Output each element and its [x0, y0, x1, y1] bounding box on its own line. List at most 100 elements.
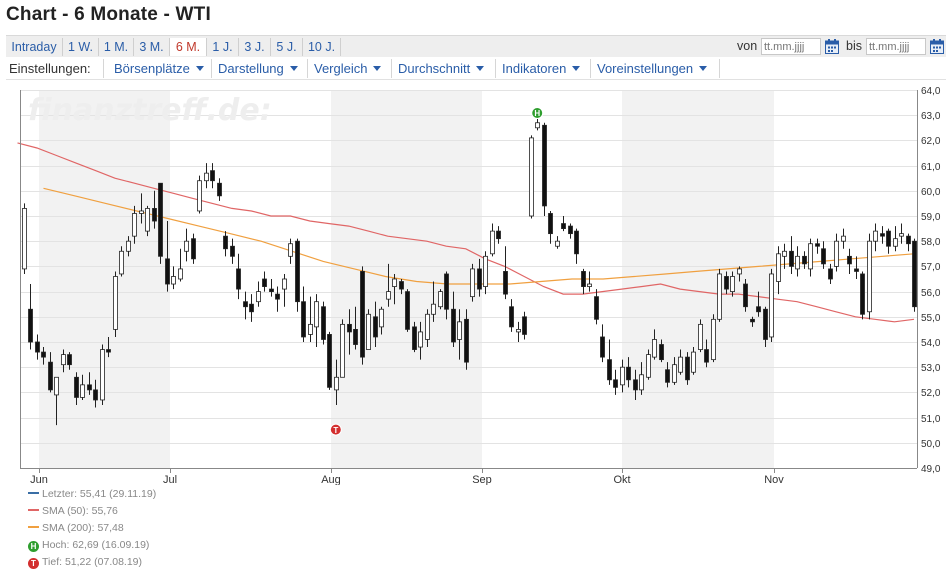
candle: [516, 321, 521, 342]
menu-label: Indikatoren: [502, 61, 567, 76]
menu-boersenplaetze[interactable]: Börsenplätze: [114, 61, 204, 76]
candle-body-down: [600, 336, 605, 358]
range-tab-6m[interactable]: 6 M.: [170, 38, 207, 56]
candle: [691, 347, 696, 375]
candle: [594, 289, 599, 325]
candle-body-down: [574, 230, 579, 255]
candle: [74, 372, 79, 405]
candle-body-up: [691, 351, 696, 373]
range-tab-10j[interactable]: 10 J.: [303, 38, 341, 56]
candle: [28, 284, 33, 350]
candle-body-up: [652, 339, 657, 358]
candle-body-down: [269, 288, 274, 293]
candle-body-down: [321, 306, 326, 340]
candle: [802, 251, 807, 269]
candle: [633, 369, 638, 400]
candle-body-up: [490, 230, 495, 255]
candle-body-up: [431, 303, 436, 315]
menu-darstellung[interactable]: Darstellung: [218, 61, 298, 76]
candle-body-up: [366, 313, 371, 350]
candle-body-down: [568, 225, 573, 235]
y-tick-label: 54,0: [921, 338, 941, 349]
candle-body-down: [789, 250, 794, 267]
range-tab-1w[interactable]: 1 W.: [63, 38, 99, 56]
range-tab-3m[interactable]: 3 M.: [134, 38, 170, 56]
candle: [249, 294, 254, 322]
candle: [145, 205, 150, 237]
candle: [704, 339, 709, 368]
candle: [347, 309, 352, 355]
candle: [373, 301, 378, 348]
legend-item[interactable]: H Hoch: 62,69 (16.09.19): [28, 538, 149, 552]
candle-body-up: [834, 240, 839, 267]
candle-body-down: [223, 235, 228, 250]
candle-body-down: [67, 354, 72, 366]
x-tick-label: Okt: [613, 474, 630, 485]
candle-body-up: [418, 331, 423, 348]
legend-item[interactable]: Letzter: 55,41 (29.11.19): [28, 487, 156, 501]
candle: [275, 286, 280, 312]
candle-body-down: [347, 323, 352, 333]
menu-durchschnitt[interactable]: Durchschnitt: [398, 61, 485, 76]
candle: [678, 349, 683, 375]
candle: [119, 246, 124, 277]
candle: [841, 228, 846, 249]
candle-body-down: [496, 230, 501, 240]
candle: [243, 291, 248, 320]
candle: [392, 273, 397, 305]
candle-body-up: [529, 137, 534, 217]
calendar-icon[interactable]: [825, 39, 839, 54]
candle-body-down: [464, 318, 469, 363]
candle-body-down: [210, 170, 215, 182]
candle-body-up: [841, 235, 846, 242]
candle-body-up: [555, 240, 560, 247]
candle: [581, 268, 586, 295]
candle-body-up: [61, 354, 66, 366]
menu-voreinstellungen[interactable]: Voreinstellungen: [597, 61, 708, 76]
from-label: von: [737, 39, 758, 53]
candle-body-up: [737, 268, 742, 275]
menu-vergleich[interactable]: Vergleich: [314, 61, 382, 76]
menu-label: Vergleich: [314, 61, 368, 76]
candle-body-down: [236, 268, 241, 290]
y-tick-label: 60,0: [921, 187, 941, 198]
candle-body-up: [808, 243, 813, 270]
range-tab-5j[interactable]: 5 J.: [271, 38, 303, 56]
y-tick-label: 49,0: [921, 464, 941, 475]
candle-body-down: [509, 306, 514, 328]
chevron-down-icon: [699, 66, 708, 71]
candle-body-up: [178, 268, 183, 280]
range-tab-1m[interactable]: 1 M.: [99, 38, 134, 56]
candle: [743, 279, 748, 312]
range-tab-1j[interactable]: 1 J.: [207, 38, 239, 56]
y-tick-label: 59,0: [921, 212, 941, 223]
candle-body-down: [756, 306, 761, 313]
candle: [399, 279, 404, 295]
legend-item[interactable]: SMA (200): 57,48: [28, 521, 124, 535]
range-tab-intraday[interactable]: Intraday: [6, 38, 63, 56]
candle: [314, 294, 319, 348]
chevron-down-icon: [289, 66, 298, 71]
candle: [470, 263, 475, 302]
y-tick-label: 56,0: [921, 288, 941, 299]
from-date-input[interactable]: [761, 38, 821, 55]
candle: [418, 321, 423, 360]
legend-item[interactable]: SMA (50): 55,76: [28, 504, 118, 518]
menu-indikatoren[interactable]: Indikatoren: [502, 61, 581, 76]
candle: [847, 248, 852, 274]
high-marker: H: [531, 107, 544, 120]
month-band: [39, 90, 170, 468]
candle: [171, 266, 176, 290]
candle-body-up: [119, 250, 124, 275]
range-tab-3j[interactable]: 3 J.: [239, 38, 271, 56]
month-band: [331, 90, 482, 468]
candle: [659, 339, 664, 363]
candle: [912, 238, 917, 312]
candle-body-up: [184, 240, 189, 252]
to-date-input[interactable]: [866, 38, 926, 55]
candle: [561, 216, 566, 232]
legend-item[interactable]: T Tief: 51,22 (07.08.19): [28, 555, 142, 569]
candle-body-down: [360, 271, 365, 358]
candle-body-down: [87, 384, 92, 391]
calendar-icon[interactable]: [930, 39, 944, 54]
